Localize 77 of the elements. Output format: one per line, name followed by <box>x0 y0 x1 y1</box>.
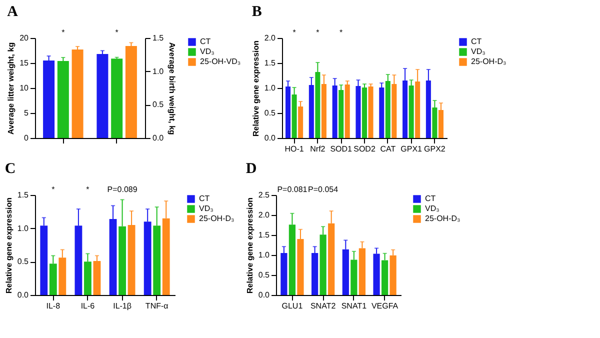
x-tick-label: IL-1β <box>113 302 132 310</box>
x-tick-label: TNF-α <box>145 302 169 310</box>
y2-tick-label: 0.5 <box>152 100 164 110</box>
chart-title: B <box>252 4 262 20</box>
chart-title: A <box>7 4 18 20</box>
x-tick-label: IL-8 <box>46 302 61 310</box>
x-tick-label: IL-6 <box>80 302 96 310</box>
y-tick-label: 15 <box>20 58 30 68</box>
x-tick-label: SNAT2 <box>310 302 336 310</box>
text: P=0.089 <box>107 185 138 194</box>
y-tick-label: 0.0 <box>17 290 30 300</box>
bar <box>368 86 374 138</box>
y-tick-label: 1.5 <box>264 58 276 68</box>
x-tick-label: HO-1 <box>284 144 304 154</box>
text: P=0.081 <box>277 185 308 194</box>
legend-label: CT <box>200 37 211 46</box>
y-tick-label: 1.5 <box>17 190 30 200</box>
legend-label: 25-OH-D₃ <box>199 214 234 223</box>
chart-title: D <box>246 161 257 177</box>
text: * <box>62 28 65 37</box>
legend-label: VD₃ <box>200 47 214 56</box>
y-tick-label: 2.0 <box>264 34 276 42</box>
legend-label: 25-OH-D₃ <box>471 57 506 66</box>
legend-label: CT <box>199 194 210 203</box>
y-tick-label: 20 <box>20 34 30 42</box>
x-tick-label: GPX2 <box>424 144 446 154</box>
y-tick-label: 2.0 <box>258 210 270 220</box>
y-axis-title: Relative gene expression <box>251 40 260 137</box>
y-tick-label: 0 <box>24 134 30 142</box>
y-tick-label: 0.0 <box>264 134 276 142</box>
y-tick-label: 0.5 <box>264 108 276 118</box>
legend-label: CT <box>471 37 482 46</box>
bar <box>362 88 368 138</box>
x-tick-label: GLU1 <box>282 302 304 310</box>
y-tick-label: 5 <box>24 108 30 118</box>
bar <box>57 61 69 138</box>
x-tick-label: Nrf2 <box>310 144 326 154</box>
bar <box>43 60 55 138</box>
x-tick-label: VEGFA <box>371 302 399 310</box>
bar <box>379 88 384 138</box>
text: * <box>316 28 320 37</box>
y-axis-title: Average litter weight, kg <box>6 42 16 135</box>
y2-tick-label: 0.0 <box>152 134 164 142</box>
y2-tick-label: 1.0 <box>152 66 164 76</box>
legend-label: VD₃ <box>425 204 440 213</box>
legend-label: VD₃ <box>471 47 486 56</box>
bar <box>344 84 350 138</box>
legend-label: VD₃ <box>199 204 214 213</box>
y-tick-label: 1.0 <box>264 84 276 92</box>
y2-axis-title: Average birth weight, kg <box>168 42 177 135</box>
text: * <box>86 185 90 194</box>
legend-label: CT <box>425 194 436 203</box>
bar <box>72 50 84 138</box>
text: * <box>115 28 118 37</box>
text: * <box>52 185 55 194</box>
y-tick-label: 1.0 <box>17 224 30 233</box>
text: P=0.054 <box>308 185 339 194</box>
chart-title: C <box>4 161 16 177</box>
text: * <box>340 28 343 37</box>
y-axis-title: Relative gene expression <box>245 197 254 294</box>
y-tick-label: 10 <box>20 84 30 92</box>
legend-label: 25-OH-VD₃ <box>200 57 241 66</box>
y-tick-label: 0.0 <box>258 290 270 300</box>
y-tick-label: 0.5 <box>258 270 270 280</box>
x-tick-label: CAT <box>380 144 396 154</box>
x-tick-label: SOD2 <box>354 144 376 154</box>
y-tick-label: 1.5 <box>258 230 270 240</box>
y-tick-label: 2.5 <box>258 190 270 200</box>
y-tick-label: 1.0 <box>258 250 270 260</box>
legend-label: 25-OH-D₃ <box>425 214 460 223</box>
y-axis-title: Relative gene expression <box>4 197 14 294</box>
text: * <box>292 28 296 37</box>
x-tick-label: SNAT1 <box>341 302 368 310</box>
y-tick-label: 0.5 <box>17 257 30 266</box>
x-tick-label: GPX1 <box>400 144 423 154</box>
x-tick-label: SOD1 <box>330 144 353 154</box>
y2-tick-label: 1.5 <box>152 34 164 42</box>
